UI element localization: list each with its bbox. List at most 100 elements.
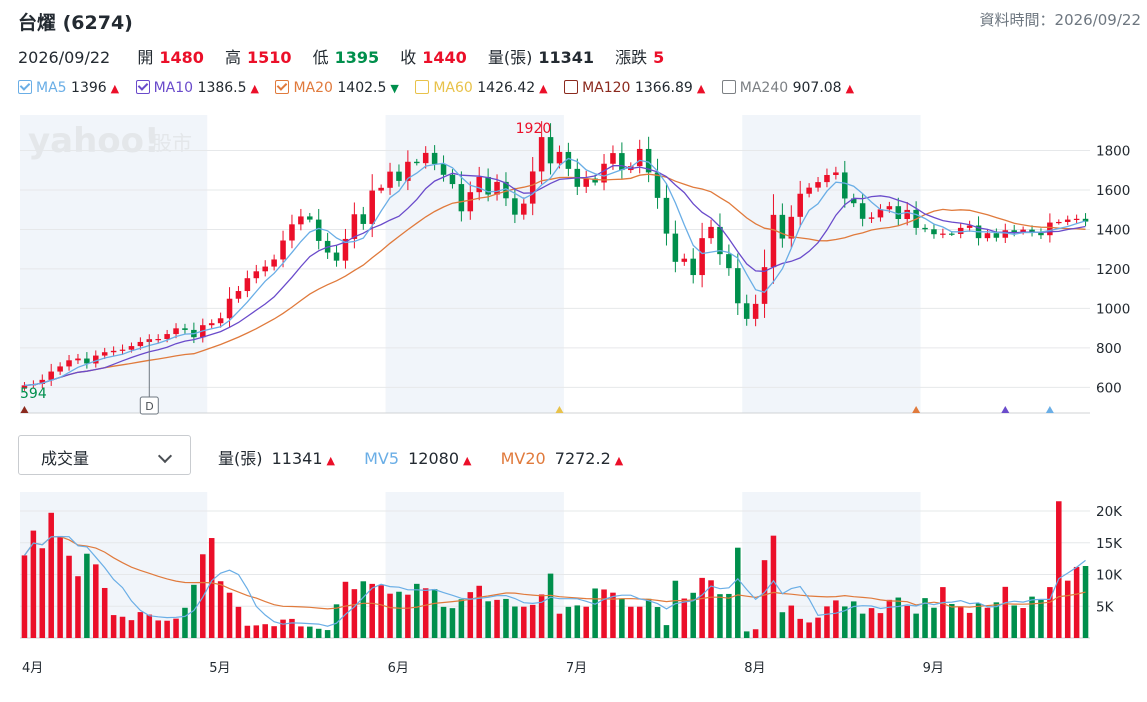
indicator-select[interactable]: 成交量 (18, 435, 191, 475)
volume-bar (788, 605, 795, 638)
volume-bar (101, 587, 108, 638)
volume-bar (57, 535, 63, 638)
volume-bar (975, 603, 982, 638)
month-band (742, 492, 921, 638)
change-label: 漲跌 (615, 48, 648, 67)
volume-bar (137, 612, 144, 638)
ma20-checkbox-icon[interactable] (275, 80, 290, 94)
volume-bar (931, 607, 937, 638)
volume-bar (503, 598, 509, 638)
candle (859, 203, 866, 219)
ma120-checkbox-icon[interactable] (564, 80, 579, 94)
period-high-label: 1920 (516, 121, 552, 137)
ma10-value: 1386.5 (198, 80, 259, 96)
ma10-checkbox-icon[interactable] (135, 80, 150, 94)
candle (797, 193, 803, 217)
candle (476, 176, 482, 193)
indicator-select-value: 成交量 (41, 449, 90, 468)
low-value: 1395 (334, 48, 380, 67)
candle (48, 371, 54, 380)
volume-bar (833, 600, 839, 638)
ma10-toggle[interactable]: MA10 1386.5 (135, 80, 259, 96)
candle (93, 355, 99, 364)
volume-bar (922, 598, 928, 638)
volume-bar (21, 555, 28, 638)
volume-bar (217, 581, 224, 638)
open-label: 開 (137, 48, 154, 67)
ma5-checkbox-icon[interactable] (18, 80, 32, 94)
ma10-label: MA10 (153, 80, 194, 96)
volume-bar (1011, 605, 1017, 638)
ma5-toggle[interactable]: MA5 1396 (18, 80, 119, 96)
candle (966, 225, 973, 228)
volume-bar (226, 592, 233, 638)
signal-triangle-icon (1045, 406, 1054, 413)
candle (253, 271, 260, 279)
volume-bar (110, 615, 117, 638)
volume-bar (610, 592, 616, 638)
candle (529, 171, 536, 204)
volume-bar (1073, 566, 1080, 638)
candle (387, 171, 393, 188)
candle (396, 171, 402, 181)
candle (690, 258, 696, 276)
candle (1073, 218, 1080, 221)
volume-bar (378, 585, 384, 638)
volume-bar (949, 603, 955, 638)
ma5-label: MA5 (36, 80, 67, 96)
candle (583, 178, 589, 187)
volume-bar (601, 589, 607, 638)
candle (449, 174, 456, 185)
candle (842, 172, 848, 199)
signal-triangle-icon (912, 406, 921, 413)
ma10-line (24, 164, 1086, 387)
candle (538, 137, 545, 172)
candle (84, 358, 90, 364)
candle (307, 216, 313, 220)
volume-bar (333, 604, 340, 638)
candle (235, 291, 242, 299)
candle (1002, 230, 1009, 238)
volume-bar (797, 618, 803, 638)
candle (422, 152, 429, 164)
volume-bar (699, 577, 705, 638)
volume-bar (859, 613, 866, 638)
candle (565, 151, 572, 169)
candle (949, 233, 955, 235)
ma20-toggle[interactable]: MA20 1402.5 (275, 80, 399, 96)
volume-bar (663, 625, 670, 638)
price-tick-label: 1000 (1096, 301, 1130, 317)
candle (1029, 229, 1035, 234)
volume-bar (1064, 580, 1071, 638)
volume-bar (556, 613, 563, 638)
volume-bar (1002, 586, 1009, 638)
month-tick-label: 5月 (209, 661, 230, 676)
ma240-toggle[interactable]: MA240 907.08 (721, 80, 854, 96)
candle (984, 233, 991, 239)
ma120-toggle[interactable]: MA120 1366.89 (564, 80, 705, 96)
volume-bar (128, 620, 135, 638)
volume-bar (396, 591, 402, 638)
volume-bar (1082, 566, 1089, 638)
ma240-value: 907.08 (793, 80, 854, 96)
candle (485, 176, 491, 195)
volume-bar (529, 604, 536, 638)
ma60-checkbox-icon[interactable] (415, 80, 430, 94)
ma240-checkbox-icon[interactable] (721, 80, 736, 94)
candle (717, 226, 723, 255)
candle (208, 323, 215, 326)
ma5-value: 1396 (71, 80, 119, 96)
volume-bar (521, 606, 527, 638)
candle (1038, 233, 1044, 236)
candle (788, 216, 795, 239)
candle (868, 217, 875, 219)
ma120-label: MA120 (582, 80, 631, 96)
candle (547, 137, 554, 164)
candle (521, 203, 527, 215)
ma60-toggle[interactable]: MA60 1426.42 (415, 80, 548, 96)
candle (137, 341, 144, 347)
volume-tick-label: 20K (1096, 504, 1123, 520)
volume-bar (342, 581, 349, 638)
candle (770, 214, 777, 268)
